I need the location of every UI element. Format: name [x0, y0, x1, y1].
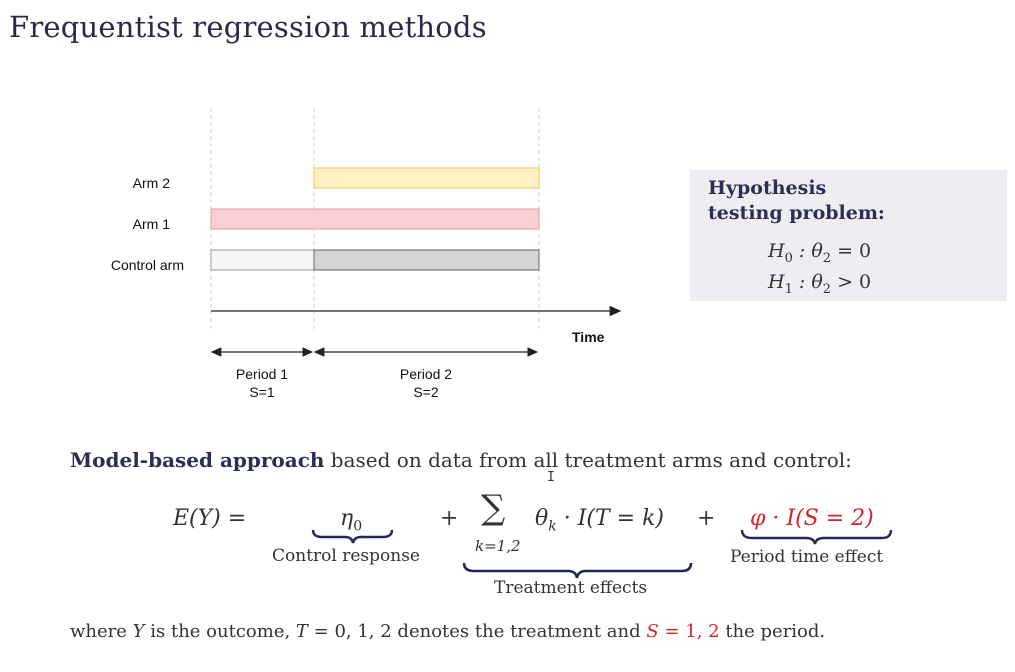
sum-index: k=1,2 [475, 537, 521, 555]
model-approach-bold: Model-based approach [70, 448, 325, 472]
period-effect-label: Period time effect [730, 547, 884, 567]
eta-term: η0 [340, 506, 363, 535]
control-response-label: Control response [272, 546, 420, 566]
model-approach-text: Model-based approach based on data from … [70, 448, 852, 472]
alternative-hypothesis: H1 : θ2 > 0 [768, 271, 872, 297]
treatment-effects-label: Treatment effects [494, 578, 648, 598]
period1-sub: S=1 [249, 384, 275, 400]
hypothesis-title-line2: testing problem: [708, 202, 885, 224]
period1-label: Period 1 [236, 366, 288, 382]
control-response-brace [311, 529, 394, 544]
control-arm-label: Control arm [111, 257, 184, 273]
arm2-label: Arm 2 [133, 175, 171, 191]
arm2-bar [313, 167, 540, 189]
period2-sub: S=2 [413, 384, 439, 400]
null-hypothesis: H0 : θ2 = 0 [768, 240, 872, 266]
treatment-effects-brace [462, 562, 693, 579]
plus-sign-2: + [697, 506, 716, 531]
sum-symbol: ∑ [481, 488, 506, 528]
hypothesis-title: Hypothesis testing problem: [708, 176, 988, 226]
model-approach-rest: based on data from all treatment arms an… [324, 448, 852, 472]
hypothesis-title-line1: Hypothesis [708, 177, 827, 199]
footnote-text: where Y is the outcome, T = 0, 1, 2 deno… [70, 621, 826, 642]
period-effect-brace [740, 529, 893, 545]
period-effect-term: φ · I(S = 2) [750, 506, 874, 531]
equation-lhs: E(Y) = [173, 506, 247, 531]
s-values-highlight: S = 1, 2 [646, 621, 720, 642]
arm1-label: Arm 1 [133, 216, 171, 232]
arm1-bar [210, 208, 540, 230]
time-label: Time [572, 329, 605, 345]
control-bar-period2 [313, 249, 540, 271]
hypothesis-box [690, 170, 1007, 301]
treatment-term: θk · I(T = k) [535, 506, 664, 535]
period2-label: Period 2 [400, 366, 452, 382]
slide-title: Frequentist regression methods [9, 10, 487, 44]
text-cursor-icon: I [547, 470, 555, 485]
plus-sign-1: + [440, 506, 459, 531]
control-bar-period1 [210, 249, 315, 271]
